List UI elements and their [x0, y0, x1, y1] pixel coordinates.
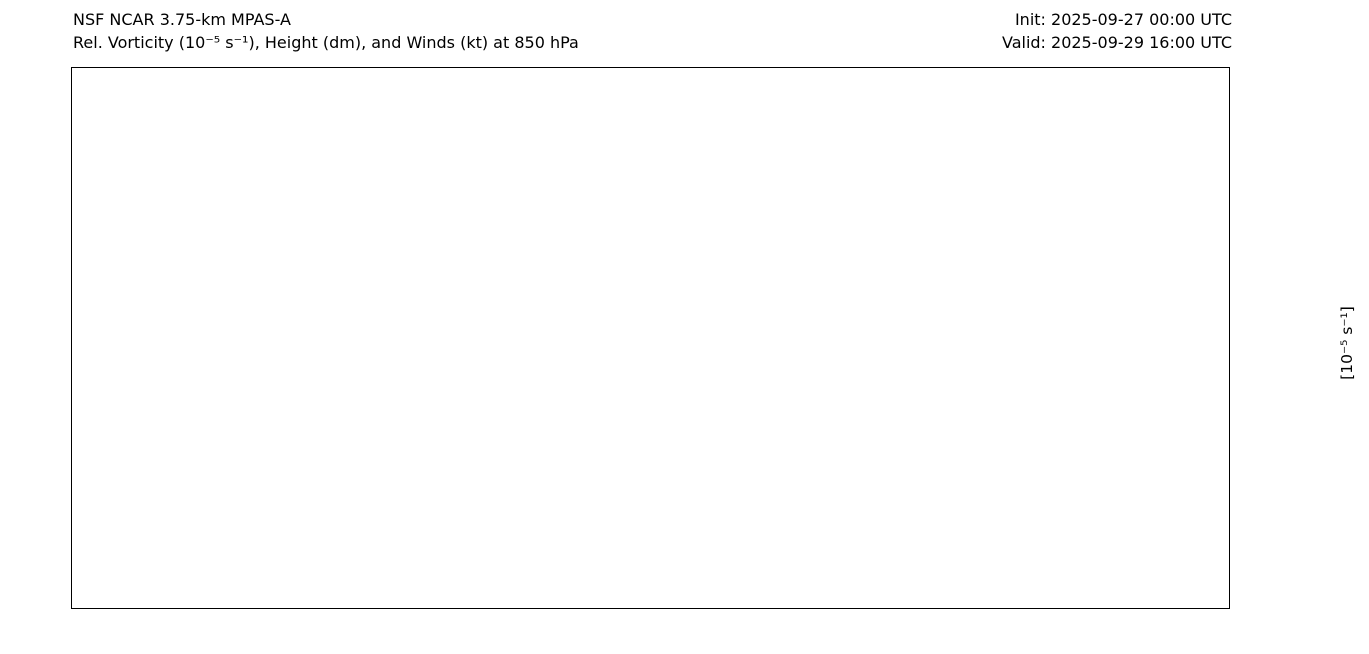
valid-time-label: Valid: 2025-09-29 16:00 UTC	[1001, 33, 1232, 52]
map-plot-canvas	[72, 68, 1229, 608]
time-block: Init: 2025-09-27 00:00 UTC Valid: 2025-0…	[1002, 8, 1232, 54]
colorbar-canvas	[1250, 100, 1290, 586]
colorbar-unit-label: [10⁻⁵ s⁻¹]	[1338, 306, 1356, 380]
plot-title-model: NSF NCAR 3.75-km MPAS-A	[73, 10, 291, 29]
init-time-label: Init: 2025-09-27 00:00 UTC	[1014, 10, 1232, 29]
title-block: NSF NCAR 3.75-km MPAS-A Rel. Vorticity (…	[73, 8, 579, 54]
plot-title-fields: Rel. Vorticity (10⁻⁵ s⁻¹), Height (dm), …	[73, 33, 579, 52]
